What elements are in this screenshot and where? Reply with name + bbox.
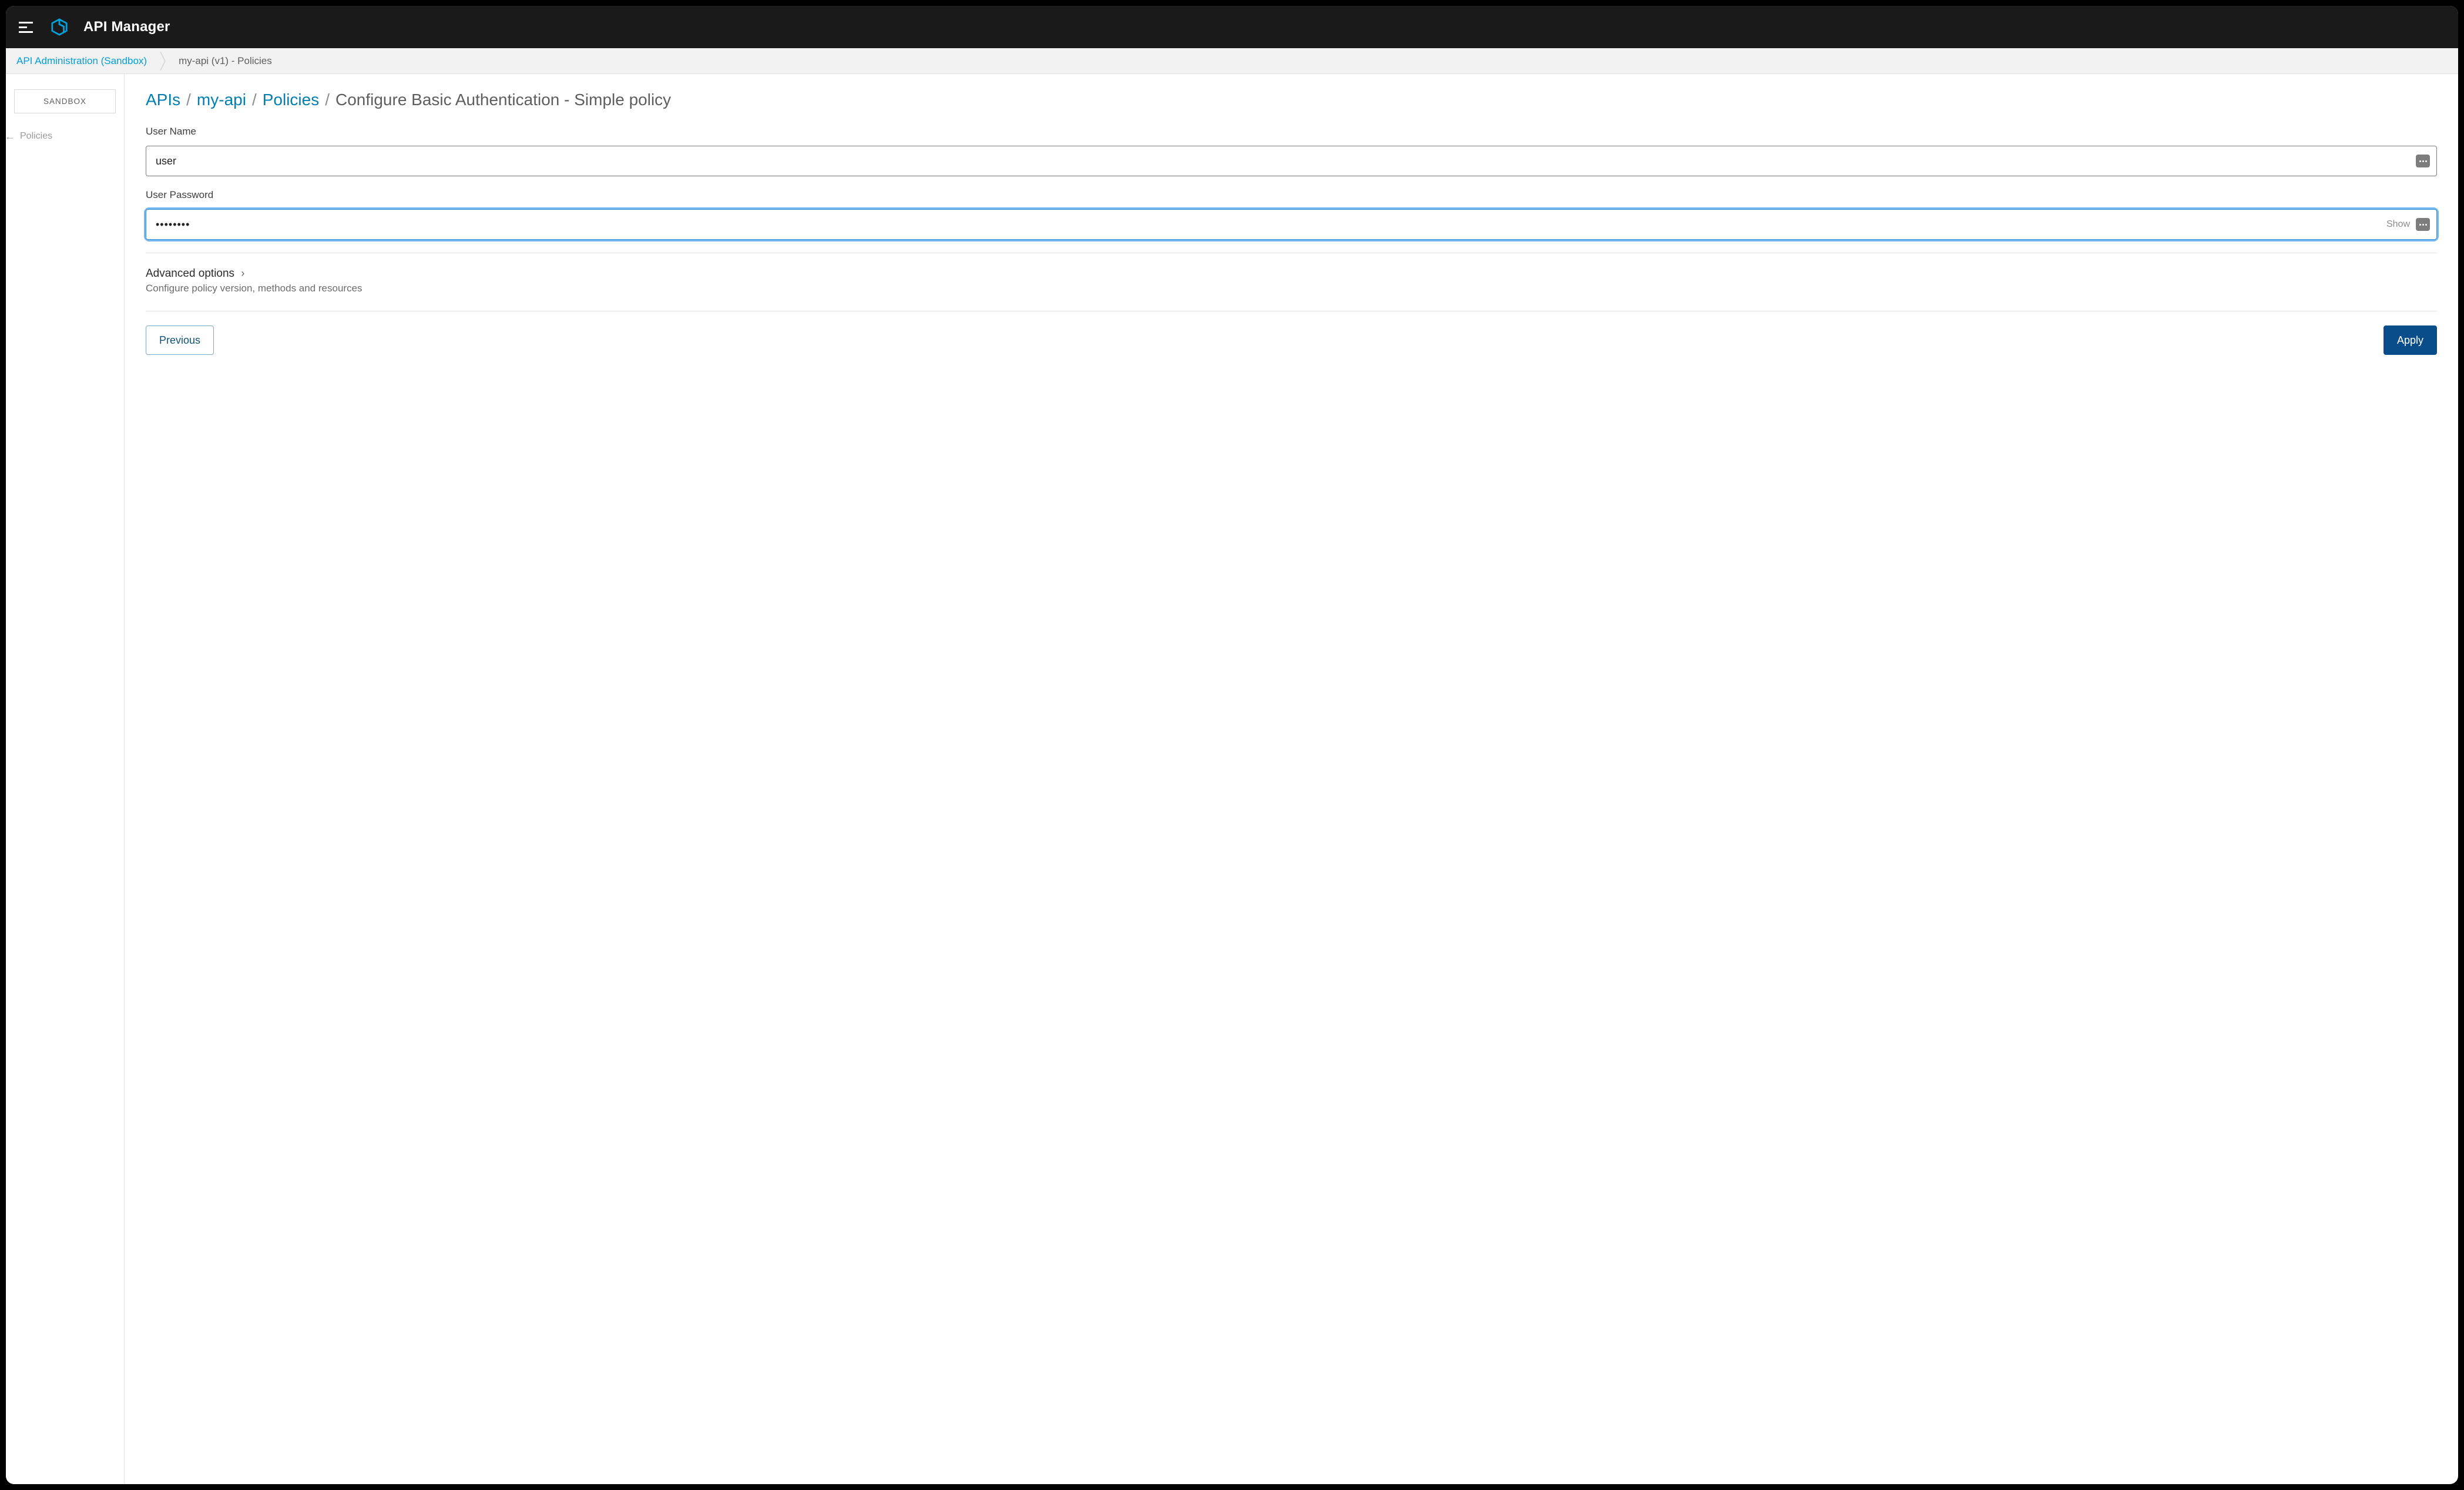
credential-chip-icon[interactable] — [2416, 155, 2430, 167]
page-breadcrumb: APIs / my-api / Policies / Configure Bas… — [146, 90, 2437, 109]
context-breadcrumb: API Administration (Sandbox) my-api (v1)… — [6, 48, 2458, 74]
product-logo-icon — [51, 18, 68, 36]
crumb-current: Configure Basic Authentication - Simple … — [335, 90, 671, 109]
menu-icon[interactable] — [19, 19, 35, 35]
username-input[interactable] — [146, 146, 2437, 176]
password-field: User Password Show — [146, 189, 2437, 240]
apply-button[interactable]: Apply — [2384, 325, 2437, 355]
crumb-sep: / — [252, 90, 257, 109]
crumb-sep: / — [186, 90, 191, 109]
crumb-my-api[interactable]: my-api — [197, 90, 246, 109]
app-frame: API Manager API Administration (Sandbox)… — [6, 6, 2458, 1484]
content: APIs / my-api / Policies / Configure Bas… — [125, 74, 2458, 1484]
sidebar-back-policies[interactable]: ← Policies — [6, 127, 124, 145]
app-title: API Manager — [83, 19, 170, 35]
password-input[interactable] — [146, 209, 2437, 240]
chevron-right-icon: › — [241, 267, 244, 279]
username-label: User Name — [146, 126, 2437, 137]
show-password-button[interactable]: Show — [2386, 219, 2410, 230]
topbar: API Manager — [6, 6, 2458, 48]
environment-badge[interactable]: SANDBOX — [14, 89, 116, 113]
advanced-options-title: Advanced options — [146, 267, 234, 280]
arrow-left-icon: ← — [6, 131, 15, 142]
crumb-policies[interactable]: Policies — [263, 90, 319, 109]
context-breadcrumb-admin[interactable]: API Administration (Sandbox) — [6, 48, 157, 73]
username-field: User Name — [146, 126, 2437, 176]
credential-chip-icon[interactable] — [2416, 218, 2430, 231]
password-input-box: Show — [146, 209, 2437, 240]
username-input-box — [146, 146, 2437, 176]
crumb-sep: / — [325, 90, 330, 109]
password-label: User Password — [146, 189, 2437, 201]
advanced-options-subtitle: Configure policy version, methods and re… — [146, 283, 2437, 294]
sidebar: SANDBOX ← Policies — [6, 74, 125, 1484]
context-breadcrumb-current: my-api (v1) - Policies — [168, 48, 283, 73]
sidebar-back-label: Policies — [20, 131, 52, 142]
previous-button[interactable]: Previous — [146, 325, 214, 355]
form-actions: Previous Apply — [146, 325, 2437, 355]
chevron-right-icon — [157, 48, 168, 73]
crumb-apis[interactable]: APIs — [146, 90, 180, 109]
advanced-options-toggle[interactable]: Advanced options › Configure policy vers… — [146, 267, 2437, 294]
main: SANDBOX ← Policies APIs / my-api / Polic… — [6, 74, 2458, 1484]
